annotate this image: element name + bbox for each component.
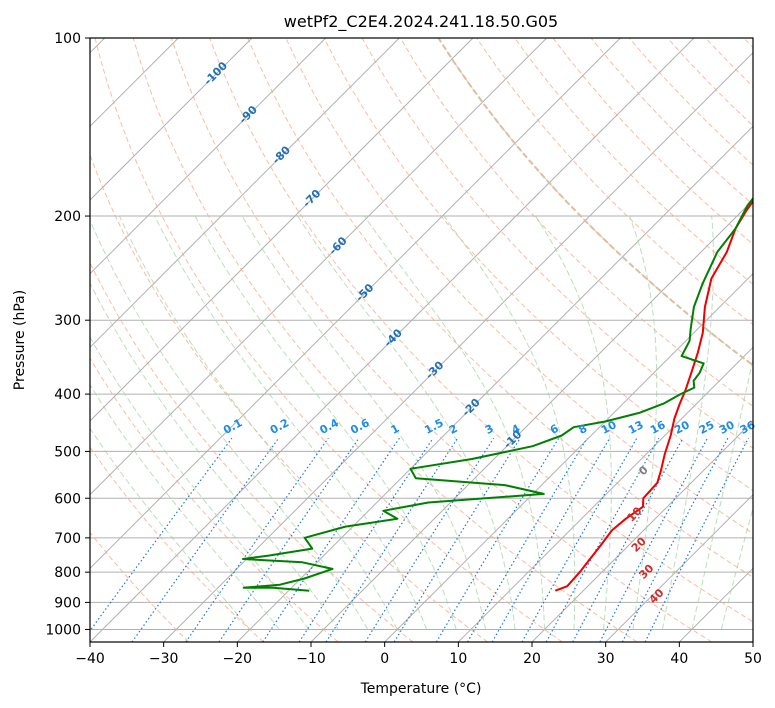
moist-adiabat-line — [720, 506, 753, 630]
moist-adiabat-line — [90, 282, 339, 630]
isotherm-line — [457, 346, 753, 642]
moist-adiabat-line — [90, 218, 369, 630]
mixing-ratio-label: 16 — [648, 418, 668, 437]
y-tick-label: 500 — [54, 444, 81, 460]
moist-adiabat-line — [629, 215, 658, 630]
moist-adiabat-line — [443, 215, 576, 630]
isotherm-line — [605, 493, 753, 642]
mixing-ratio-line — [325, 437, 459, 642]
x-tick-label: −10 — [296, 651, 326, 667]
dry-adiabat-line — [90, 153, 488, 642]
dry-adiabat-line — [90, 261, 414, 642]
mixing-ratio-label: 13 — [626, 418, 646, 437]
mixing-ratio-line — [599, 437, 709, 642]
dewpoint-profile-line — [242, 196, 753, 592]
profile-lines — [242, 196, 753, 592]
isotherm-line — [90, 38, 548, 496]
x-axis-ticks: −40 −30 −20 −10 0 10 20 30 40 50 — [75, 642, 762, 667]
isotherm-line — [90, 38, 621, 570]
y-tick-label: 900 — [54, 595, 81, 611]
mixing-ratio-line — [621, 437, 729, 642]
mixing-ratio-line — [393, 437, 521, 642]
x-tick-label: 0 — [380, 651, 389, 667]
moist-adiabat-line — [90, 427, 251, 630]
mixing-ratio-line — [545, 437, 660, 642]
y-tick-label: 800 — [54, 565, 81, 581]
moist-adiabat-line — [691, 356, 753, 630]
y-tick-label: 200 — [54, 209, 81, 225]
mixing-ratio-line — [131, 437, 280, 642]
dry-adiabat-line — [90, 357, 339, 642]
dry-adiabat-line — [399, 38, 753, 408]
mixing-ratio-label: 25 — [697, 418, 717, 437]
y-tick-label: 300 — [54, 313, 81, 329]
y-tick-label: 100 — [54, 31, 81, 47]
x-tick-label: −20 — [223, 651, 253, 667]
mixing-ratio-label: 30 — [717, 418, 737, 437]
background-lines — [90, 38, 753, 642]
mixing-ratio-line — [572, 437, 684, 642]
chart-title: wetPf2_C2E4.2024.241.18.50.G05 — [284, 12, 558, 32]
isotherm-line — [90, 38, 327, 275]
x-tick-label: 10 — [449, 651, 467, 667]
isotherm-line — [90, 38, 474, 422]
mixing-ratio-line — [491, 437, 611, 642]
dry-adiabat-line — [94, 38, 563, 642]
dry-adiabat-line — [247, 38, 753, 578]
x-tick-label: 30 — [597, 651, 615, 667]
isotherm-line — [384, 272, 753, 642]
x-tick-label: −40 — [75, 651, 105, 667]
mixing-ratio-line — [435, 437, 560, 642]
mixing-ratio-line — [262, 437, 400, 642]
isotherm-line — [90, 38, 400, 349]
y-tick-label: 700 — [54, 531, 81, 547]
isotherm-line — [163, 51, 753, 642]
moist-adiabat-line — [535, 215, 612, 630]
y-axis-ticks: 100 200 300 400 500 600 700 800 900 1000 — [45, 31, 90, 638]
mixing-ratio-line — [364, 437, 495, 642]
x-tick-label: −30 — [149, 651, 179, 667]
dry-adiabat-line — [90, 531, 190, 642]
y-tick-label: 1000 — [45, 622, 81, 638]
x-axis-label: Temperature (°C) — [360, 681, 482, 697]
moist-adiabat-line — [90, 383, 280, 630]
dry-adiabat-line — [323, 38, 753, 492]
dry-adiabat-line — [209, 38, 753, 623]
dry-adiabat-line — [132, 38, 638, 642]
plot-frame — [89, 37, 754, 643]
isotherm-line — [90, 38, 695, 642]
moist-adiabat-line — [661, 215, 714, 630]
isotherm-line — [90, 38, 253, 201]
mixing-ratio-line — [298, 437, 434, 642]
x-tick-label: 40 — [670, 651, 688, 667]
y-axis-label: Pressure (hPa) — [12, 290, 28, 390]
moist-adiabat-line — [90, 336, 310, 630]
moist-adiabat-line — [194, 215, 457, 630]
x-tick-label: 20 — [523, 651, 541, 667]
dry-adiabat-line — [514, 38, 753, 285]
moist-adiabat-line — [241, 215, 487, 630]
moist-adiabat-line — [154, 215, 428, 630]
temperature-profile-line — [554, 199, 753, 592]
y-tick-label: 600 — [54, 491, 81, 507]
isotherm-line — [531, 420, 753, 642]
y-tick-label: 400 — [54, 387, 81, 403]
mixing-ratio-label: 20 — [672, 418, 692, 437]
plot-area — [90, 38, 753, 642]
isotherm-line — [236, 125, 753, 642]
dry-adiabat-line — [90, 446, 264, 642]
dry-adiabat-line — [170, 38, 712, 642]
mixing-ratio-label: 10 — [599, 418, 619, 437]
moist-adiabat-line — [118, 215, 398, 630]
moist-adiabat-line — [363, 215, 545, 630]
dry-adiabat-line — [437, 38, 753, 367]
x-tick-label: 50 — [744, 651, 762, 667]
mixing-ratio-line — [521, 437, 638, 642]
mixing-ratio-line — [466, 437, 588, 642]
